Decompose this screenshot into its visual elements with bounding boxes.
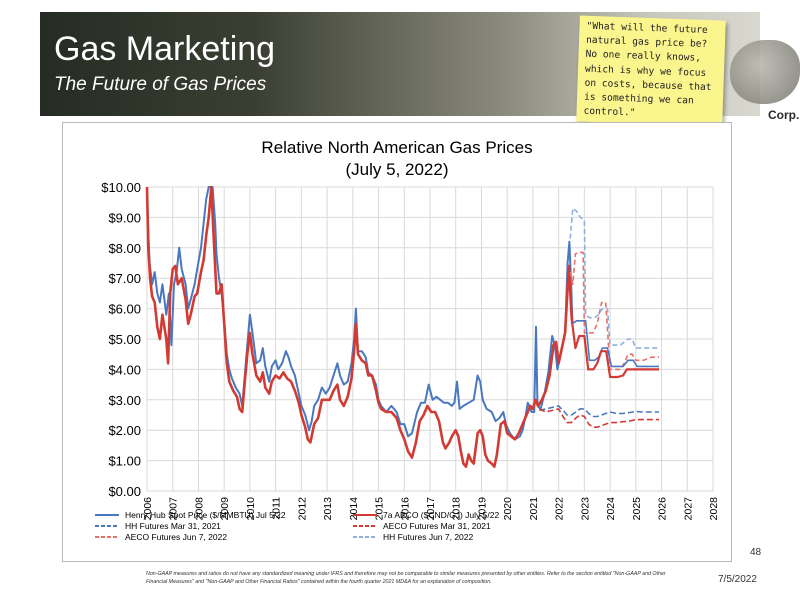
slide-date: 7/5/2022 xyxy=(718,574,757,585)
x-tick-label: 2021 xyxy=(528,497,540,521)
legend-label: Henry Hub Spot Price ($/MMBTU) Jul 5/22 xyxy=(125,510,286,520)
chart-title: (July 5, 2022) xyxy=(346,160,449,179)
footnote: Non-GAAP measures and ratios do not have… xyxy=(146,571,666,585)
x-tick-label: 2012 xyxy=(296,497,308,521)
company-logo-text: Corp. xyxy=(768,108,800,122)
series-line-6 xyxy=(571,320,659,368)
y-tick-label: $10.00 xyxy=(101,180,141,195)
x-tick-label: 2022 xyxy=(554,497,566,521)
y-tick-label: $0.00 xyxy=(108,484,141,499)
y-tick-label: $2.00 xyxy=(108,423,141,438)
series-line-7 xyxy=(571,323,659,379)
x-tick-label: 2011 xyxy=(271,497,283,520)
x-tick-label: 2017 xyxy=(425,497,437,521)
x-tick-label: 2019 xyxy=(476,497,488,521)
series-line-4 xyxy=(569,251,659,371)
y-tick-label: $9.00 xyxy=(108,210,141,225)
x-tick-label: 2024 xyxy=(605,497,617,521)
x-tick-label: 2020 xyxy=(502,497,514,521)
x-tick-label: 2009 xyxy=(219,497,231,521)
gas-price-chart: Relative North American Gas Prices (July … xyxy=(95,138,720,542)
slide-title: Gas Marketing xyxy=(54,30,276,68)
series-line-3 xyxy=(538,408,659,428)
chart-frame: Relative North American Gas Prices (July … xyxy=(62,122,732,562)
y-tick-label: $1.00 xyxy=(108,454,141,469)
legend-label: HH Futures Jun 7, 2022 xyxy=(383,532,474,542)
x-tick-label: 2027 xyxy=(682,497,694,521)
x-tick-label: 2010 xyxy=(245,497,257,521)
company-logo-icon xyxy=(730,40,800,104)
chart-title: Relative North American Gas Prices xyxy=(261,138,532,157)
y-tick-label: $5.00 xyxy=(108,332,141,347)
legend-label: AECO Futures Jun 7, 2022 xyxy=(125,532,227,542)
x-tick-label: 2016 xyxy=(399,497,411,521)
legend-label: HH Futures Mar 31, 2021 xyxy=(125,521,221,531)
legend-label: 7a AECO ($CND/GJ) July 5/22 xyxy=(383,510,499,520)
x-tick-label: 2013 xyxy=(322,497,334,521)
y-tick-label: $8.00 xyxy=(108,241,141,256)
y-tick-label: $3.00 xyxy=(108,393,141,408)
series-line-2 xyxy=(539,405,659,418)
x-tick-label: 2028 xyxy=(708,497,720,521)
x-tick-label: 2025 xyxy=(631,497,643,521)
x-tick-label: 2007 xyxy=(168,497,180,521)
y-tick-label: $7.00 xyxy=(108,271,141,286)
y-tick-label: $6.00 xyxy=(108,302,141,317)
x-tick-label: 2008 xyxy=(193,497,205,521)
series-line-1 xyxy=(145,185,574,468)
slide-subtitle: The Future of Gas Prices xyxy=(54,74,267,95)
x-tick-label: 2023 xyxy=(579,497,591,521)
x-tick-label: 2018 xyxy=(451,497,463,521)
x-tick-label: 2026 xyxy=(657,497,669,521)
legend-label: AECO Futures Mar 31, 2021 xyxy=(383,521,491,531)
x-tick-label: 2014 xyxy=(348,497,360,521)
x-tick-label: 2006 xyxy=(142,497,154,521)
y-tick-label: $4.00 xyxy=(108,362,141,377)
series-line-5 xyxy=(569,207,659,349)
series-line-0 xyxy=(146,186,574,441)
sticky-note-quote: "What will the future natural gas price … xyxy=(576,15,726,127)
page-number: 48 xyxy=(750,547,762,558)
